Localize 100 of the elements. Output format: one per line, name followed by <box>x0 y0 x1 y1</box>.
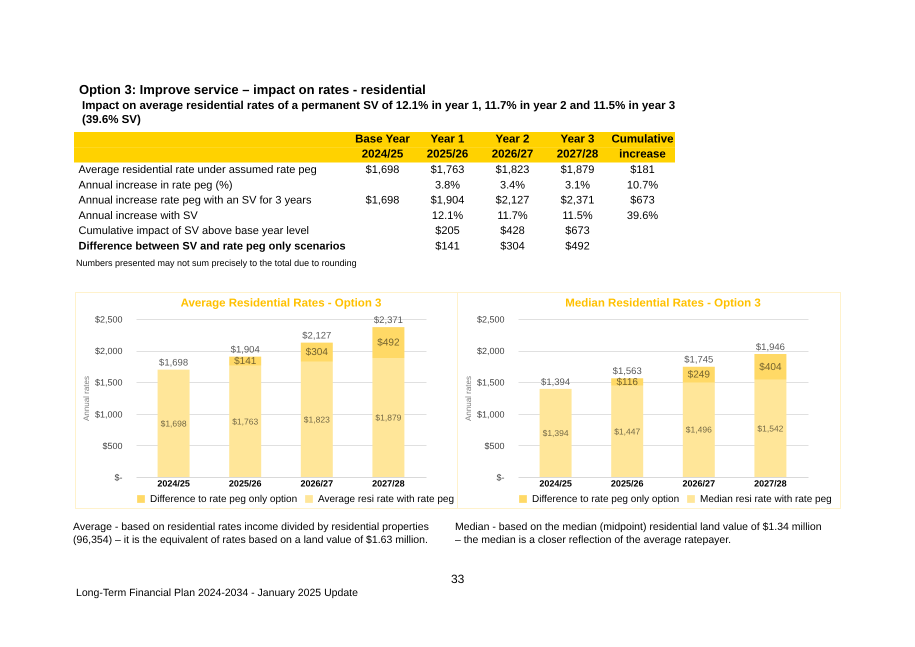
y-tick-label: $1,500 <box>94 378 122 388</box>
data-label: $1,879 <box>375 412 402 423</box>
bar <box>372 327 404 358</box>
data-label: $116 <box>616 376 638 388</box>
x-tick-label: Year 1 2025/26 <box>426 134 468 161</box>
y-tick-label: Annual increase rate peg with an SV for 3 years <box>78 194 312 207</box>
bar <box>682 382 715 477</box>
data-label: $492 <box>565 240 590 252</box>
data-label: $428 <box>500 225 525 238</box>
data-label: 3.8% <box>434 179 460 192</box>
y-tick-label: Average residential rate under assumed rate peg <box>78 164 317 176</box>
y-tick-label: $2,000 <box>94 346 122 356</box>
data-label: 11.7% <box>497 210 528 222</box>
data-label: $304 <box>306 347 328 358</box>
x-tick-label: Cumulative increase <box>612 134 674 161</box>
x-tick-label: 2027/28 <box>754 478 787 488</box>
y-tick-label: Difference between SV and rate peg only scenarios <box>78 240 346 252</box>
y-tick-label: $2,000 <box>476 346 504 356</box>
total-label: $1,394 <box>541 376 570 388</box>
data-label: 3.1% <box>564 179 590 192</box>
text: Long-Term Financial Plan 2024-2034 - January 2025 Update <box>76 587 358 599</box>
chart-title: Average Residential Rates - Option 3 <box>180 298 382 310</box>
bar <box>229 366 262 477</box>
data-label: $1,698 <box>160 418 187 428</box>
data-label: $205 <box>435 225 460 238</box>
text: Numbers presented may not sum precisely to the total due to rounding <box>76 258 357 268</box>
data-label: $673 <box>565 225 590 238</box>
x-tick-label: Base Year 2024/25 <box>355 134 410 161</box>
data-label: 39.6% <box>626 210 658 222</box>
x-tick-label: 2024/25 <box>157 478 190 488</box>
total-label: $1,745 <box>684 354 714 366</box>
data-label: $141 <box>234 356 257 368</box>
data-label: $492 <box>377 338 400 349</box>
x-tick-label: 2026/27 <box>300 478 334 488</box>
chart-subtitle: Impact on average residential rates of a permanent SV of 12.1% in year 1, 11.7% in year 2 and 11.5% in year 3 (39.6% SV) <box>82 99 676 127</box>
y-tick-label: Annual increase in rate peg (%) <box>78 179 233 192</box>
y-tick-label: $- <box>114 472 122 482</box>
y-tick-label: $500 <box>484 440 504 451</box>
data-label: $404 <box>759 362 782 373</box>
x-tick-label: 2025/26 <box>610 478 644 488</box>
chart-title: Option 3: Improve service – impact on rates - residential <box>79 82 426 97</box>
data-label: $1,763 <box>232 416 258 426</box>
legend-label: Median resi rate with rate peg <box>700 494 832 505</box>
total-label: $1,904 <box>230 344 260 356</box>
data-label: $1,823 <box>496 164 530 176</box>
data-label: 10.7% <box>626 179 658 192</box>
y-axis-title: Annual rates <box>464 376 473 421</box>
total-label: $2,127 <box>302 330 332 342</box>
x-tick-label: 2024/25 <box>539 478 572 488</box>
y-tick-label: $1,000 <box>476 409 504 420</box>
data-label: 3.4% <box>500 179 526 192</box>
chart-title: Median Residential Rates - Option 3 <box>565 298 761 310</box>
x-tick-label: Year 3 2027/28 <box>556 134 599 161</box>
data-label: $304 <box>500 240 525 252</box>
x-tick-label: 2025/26 <box>228 478 262 488</box>
text: 33 <box>451 572 464 586</box>
y-tick-label: Annual increase with SV <box>78 210 198 222</box>
legend-label: Difference to rate peg only option <box>150 494 298 505</box>
data-label: $141 <box>435 240 460 252</box>
y-tick-label: $1,000 <box>94 409 122 420</box>
legend-label: Average resi rate with rate peg <box>318 494 454 505</box>
data-label: 11.5% <box>562 210 593 222</box>
data-label: $1,394 <box>542 428 569 438</box>
bar <box>300 362 333 477</box>
data-label: $1,698 <box>366 194 400 207</box>
y-tick-label: $500 <box>102 440 122 451</box>
data-label: 12.1% <box>432 210 464 222</box>
data-label: $2,371 <box>560 194 594 207</box>
data-label: $2,127 <box>496 194 530 207</box>
y-tick-label: $1,500 <box>476 378 504 388</box>
bar <box>611 386 644 477</box>
data-label: $1,542 <box>757 423 784 434</box>
total-label: $1,698 <box>159 358 188 369</box>
y-tick-label: $- <box>496 472 504 482</box>
y-axis-title: Annual rates <box>82 376 91 421</box>
bar <box>372 358 404 477</box>
data-label: $1,823 <box>304 414 330 424</box>
total-label: $1,946 <box>756 342 785 354</box>
data-label: $1,447 <box>614 426 640 436</box>
data-label: $1,496 <box>686 424 712 435</box>
data-label: $1,904 <box>430 194 464 207</box>
text: Median - based on the median (midpoint) residential land value of $1.34 million – the median is a closer reflection of the average ratepayer. <box>455 521 823 547</box>
total-label: $1,563 <box>612 366 642 378</box>
total-label: $2,371 <box>374 315 403 326</box>
bar <box>754 380 786 477</box>
data-label: $1,879 <box>560 164 594 176</box>
bar <box>540 388 572 477</box>
data-label: $1,763 <box>430 164 464 176</box>
y-tick-label: Cumulative impact of SV above base year level <box>78 225 310 238</box>
x-tick-label: Year 2 2026/27 <box>492 134 534 161</box>
data-label: $249 <box>688 370 710 381</box>
y-tick-label: $2,500 <box>94 314 122 324</box>
legend-label: Difference to rate peg only option <box>532 494 680 505</box>
text: Average - based on residential rates income divided by residential properties (96,354) – it is the equivalent of rates based on a land value of $1.63 million. <box>73 521 430 547</box>
x-tick-label: 2026/27 <box>682 478 716 488</box>
y-tick-label: $2,500 <box>476 314 504 324</box>
data-label: $1,698 <box>366 164 400 176</box>
x-tick-label: 2027/28 <box>372 478 405 488</box>
data-label: $181 <box>630 164 655 176</box>
data-label: $673 <box>630 194 655 207</box>
